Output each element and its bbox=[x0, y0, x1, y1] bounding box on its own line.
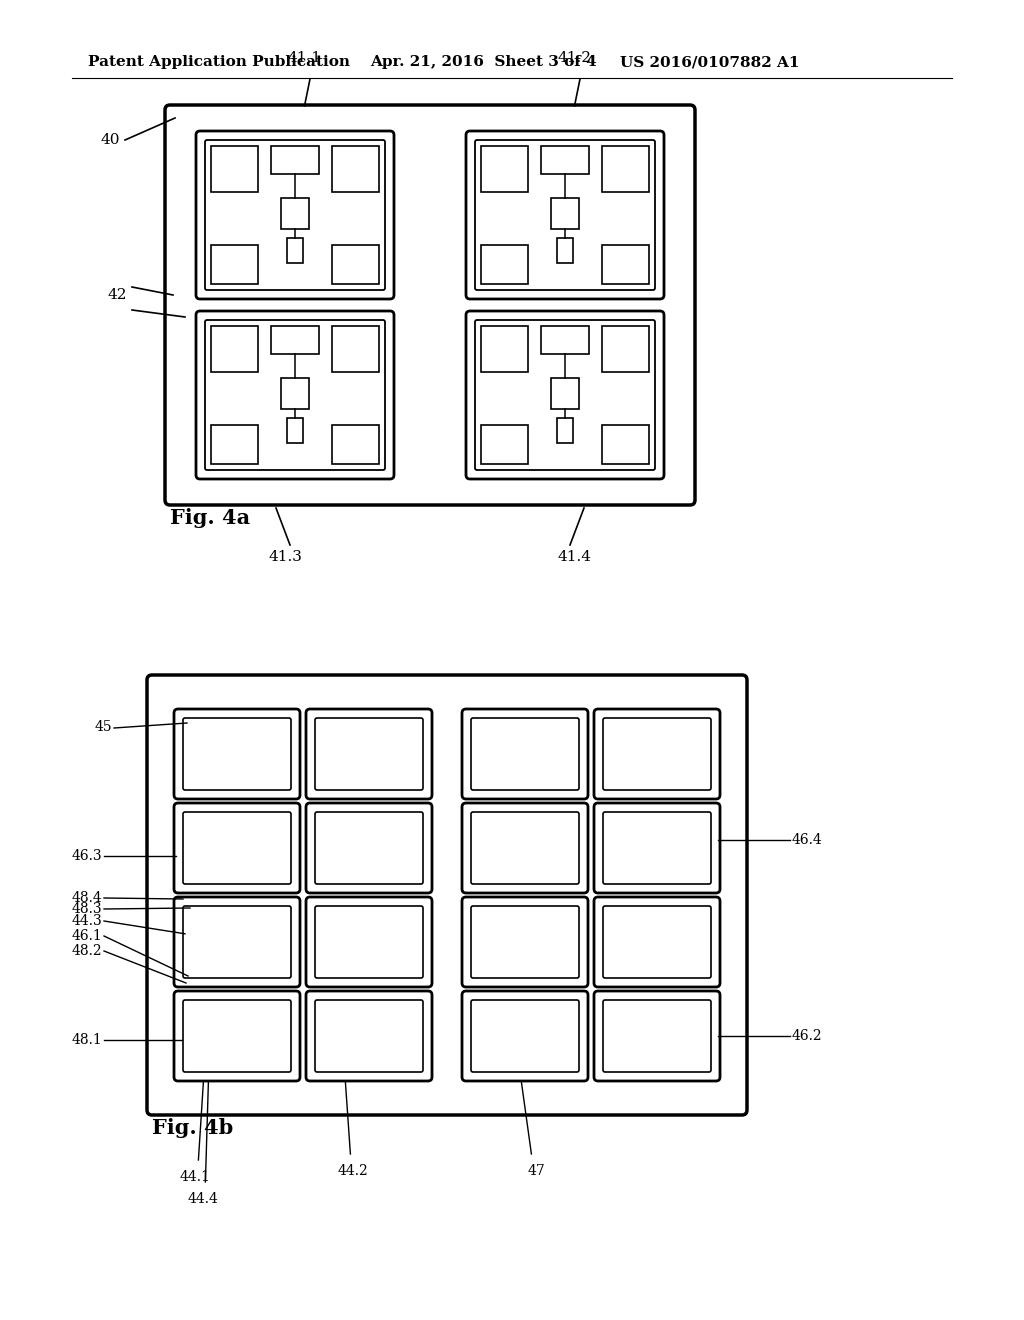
Text: 44.1: 44.1 bbox=[180, 1170, 211, 1184]
Bar bbox=[211, 326, 258, 371]
FancyBboxPatch shape bbox=[306, 898, 432, 987]
Bar bbox=[281, 198, 309, 228]
Text: 40: 40 bbox=[100, 133, 120, 147]
Text: 44.3: 44.3 bbox=[72, 913, 102, 928]
FancyBboxPatch shape bbox=[594, 803, 720, 894]
Bar bbox=[211, 246, 258, 284]
Text: 41.3: 41.3 bbox=[268, 550, 302, 564]
Text: 44.2: 44.2 bbox=[338, 1164, 369, 1177]
FancyBboxPatch shape bbox=[174, 898, 300, 987]
Bar bbox=[542, 326, 589, 354]
Bar bbox=[542, 147, 589, 174]
Bar bbox=[602, 147, 649, 191]
Bar bbox=[481, 326, 528, 371]
Text: 46.4: 46.4 bbox=[792, 833, 822, 847]
Text: US 2016/0107882 A1: US 2016/0107882 A1 bbox=[620, 55, 800, 69]
FancyBboxPatch shape bbox=[174, 709, 300, 799]
Bar bbox=[551, 379, 580, 409]
Bar bbox=[281, 379, 309, 409]
FancyBboxPatch shape bbox=[147, 675, 746, 1115]
Bar bbox=[287, 239, 303, 263]
FancyBboxPatch shape bbox=[462, 709, 588, 799]
Text: 48.1: 48.1 bbox=[72, 1034, 102, 1047]
FancyBboxPatch shape bbox=[466, 312, 664, 479]
Text: 41.4: 41.4 bbox=[558, 550, 592, 564]
Text: 45: 45 bbox=[94, 719, 112, 734]
Text: Patent Application Publication: Patent Application Publication bbox=[88, 55, 350, 69]
Text: Apr. 21, 2016  Sheet 3 of 4: Apr. 21, 2016 Sheet 3 of 4 bbox=[370, 55, 597, 69]
Text: 46.2: 46.2 bbox=[792, 1030, 822, 1043]
Bar bbox=[602, 425, 649, 465]
Text: Fig. 4a: Fig. 4a bbox=[170, 508, 250, 528]
FancyBboxPatch shape bbox=[174, 803, 300, 894]
Bar bbox=[481, 425, 528, 465]
FancyBboxPatch shape bbox=[594, 709, 720, 799]
FancyBboxPatch shape bbox=[462, 898, 588, 987]
Bar bbox=[332, 147, 379, 191]
FancyBboxPatch shape bbox=[306, 991, 432, 1081]
FancyBboxPatch shape bbox=[196, 131, 394, 300]
Text: 48.2: 48.2 bbox=[72, 944, 102, 958]
FancyBboxPatch shape bbox=[466, 131, 664, 300]
FancyBboxPatch shape bbox=[462, 803, 588, 894]
FancyBboxPatch shape bbox=[594, 991, 720, 1081]
Bar bbox=[332, 326, 379, 371]
Bar bbox=[602, 246, 649, 284]
Bar bbox=[332, 425, 379, 465]
Bar bbox=[271, 147, 318, 174]
Bar bbox=[557, 239, 573, 263]
Text: 44.4: 44.4 bbox=[188, 1192, 219, 1206]
Bar bbox=[481, 147, 528, 191]
FancyBboxPatch shape bbox=[306, 803, 432, 894]
Text: 48.3: 48.3 bbox=[72, 902, 102, 916]
Text: Fig. 4b: Fig. 4b bbox=[152, 1118, 233, 1138]
Bar bbox=[271, 326, 318, 354]
Text: 48.4: 48.4 bbox=[72, 891, 102, 906]
FancyBboxPatch shape bbox=[196, 312, 394, 479]
Bar bbox=[287, 418, 303, 444]
Text: 47: 47 bbox=[527, 1164, 545, 1177]
Bar bbox=[551, 198, 580, 228]
Bar bbox=[557, 418, 573, 444]
FancyBboxPatch shape bbox=[165, 106, 695, 506]
Bar bbox=[481, 246, 528, 284]
Bar bbox=[602, 326, 649, 371]
Text: 41.1: 41.1 bbox=[288, 51, 322, 65]
Text: 46.1: 46.1 bbox=[72, 929, 102, 942]
Text: 42: 42 bbox=[108, 288, 127, 302]
Text: 41.2: 41.2 bbox=[558, 51, 592, 65]
FancyBboxPatch shape bbox=[594, 898, 720, 987]
FancyBboxPatch shape bbox=[306, 709, 432, 799]
Text: 46.3: 46.3 bbox=[72, 849, 102, 863]
FancyBboxPatch shape bbox=[174, 991, 300, 1081]
FancyBboxPatch shape bbox=[462, 991, 588, 1081]
Bar bbox=[211, 425, 258, 465]
Bar bbox=[332, 246, 379, 284]
Bar bbox=[211, 147, 258, 191]
